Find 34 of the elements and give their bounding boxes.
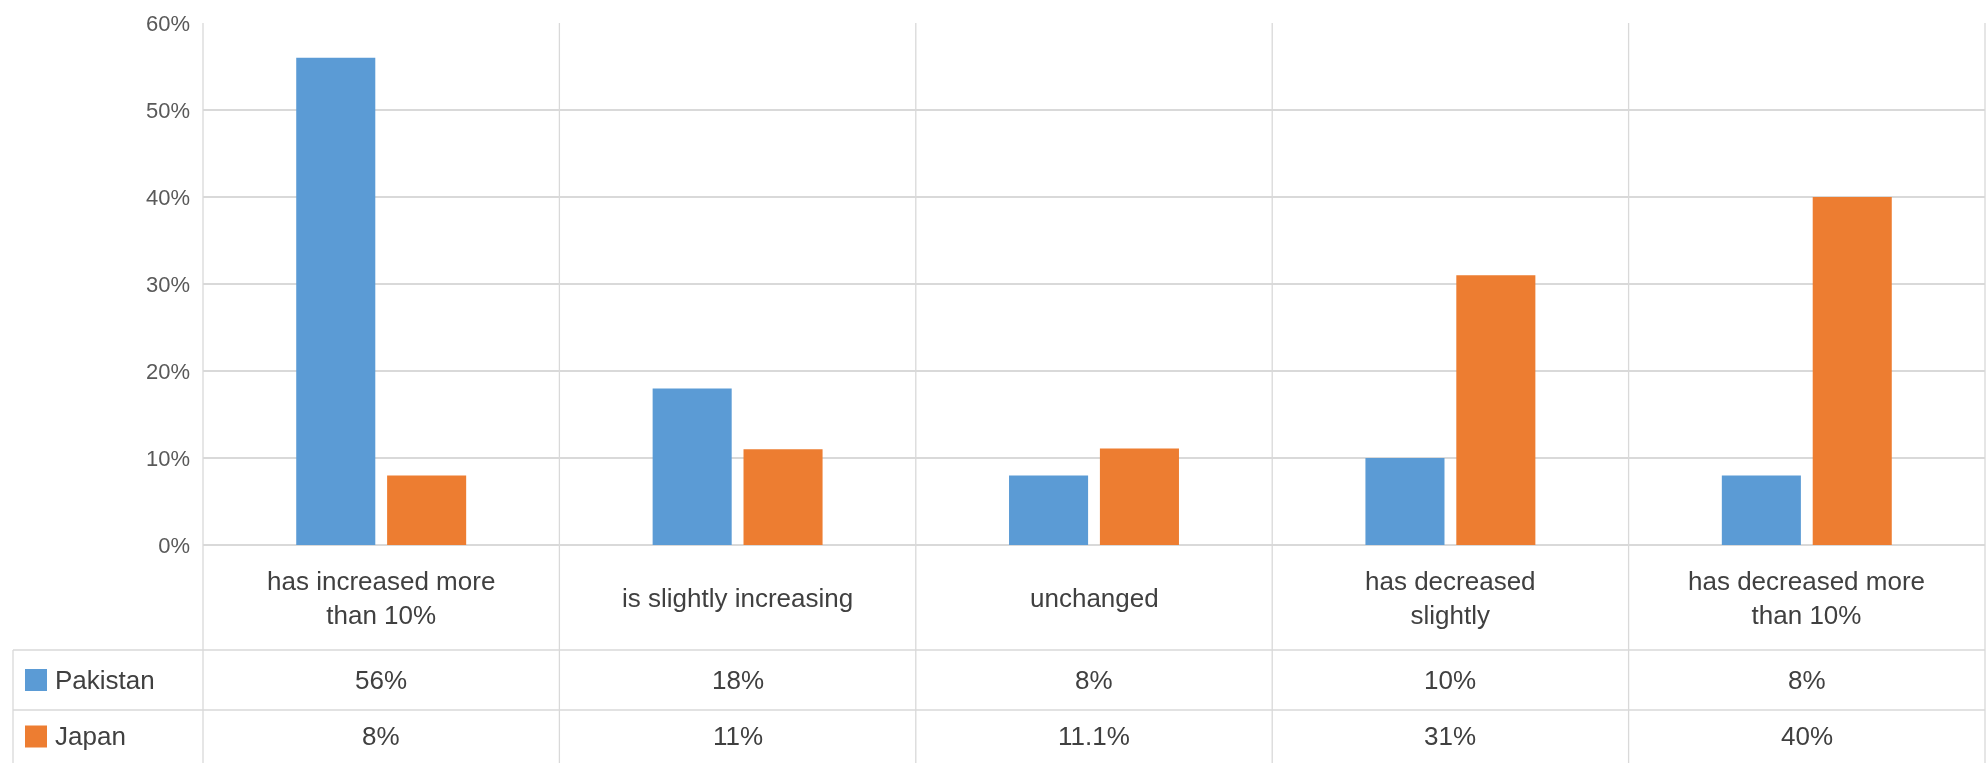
x-tick-label: has increased more than 10% <box>267 566 496 630</box>
y-tick-label: 10% <box>145 445 190 471</box>
bar <box>652 388 732 545</box>
bar <box>387 475 467 545</box>
data-label: 8% <box>1075 665 1113 695</box>
y-tick-label: 60% <box>145 10 190 36</box>
x-tick-label: unchanged <box>1030 583 1159 613</box>
bar <box>1721 475 1801 545</box>
data-label: 11.1% <box>1058 721 1130 751</box>
bar <box>743 449 823 545</box>
bar <box>1099 448 1179 545</box>
legend-label: Japan <box>55 721 126 751</box>
data-label: 8% <box>1788 665 1826 695</box>
bar <box>296 57 376 545</box>
data-label: 18% <box>712 665 765 695</box>
data-label: 40% <box>1781 721 1834 751</box>
data-label: 31% <box>1424 721 1477 751</box>
y-tick-label: 50% <box>145 97 190 123</box>
bar <box>1456 275 1536 545</box>
x-tick-label: is slightly increasing <box>622 583 854 613</box>
data-label: 10% <box>1424 665 1477 695</box>
data-label: 11% <box>713 721 764 751</box>
x-tick-label: has decreased slightly <box>1365 566 1536 630</box>
bar <box>1812 197 1892 545</box>
legend-label: Pakistan <box>55 665 155 695</box>
bar <box>1009 475 1089 545</box>
y-tick-label: 20% <box>145 358 190 384</box>
x-tick-label: has decreased more than 10% <box>1688 566 1926 630</box>
y-tick-label: 40% <box>145 184 190 210</box>
y-tick-label: 0% <box>158 532 190 558</box>
data-label: 8% <box>362 721 400 751</box>
bar <box>1365 458 1445 545</box>
y-tick-label: 30% <box>145 271 190 297</box>
data-label: 56% <box>355 665 408 695</box>
